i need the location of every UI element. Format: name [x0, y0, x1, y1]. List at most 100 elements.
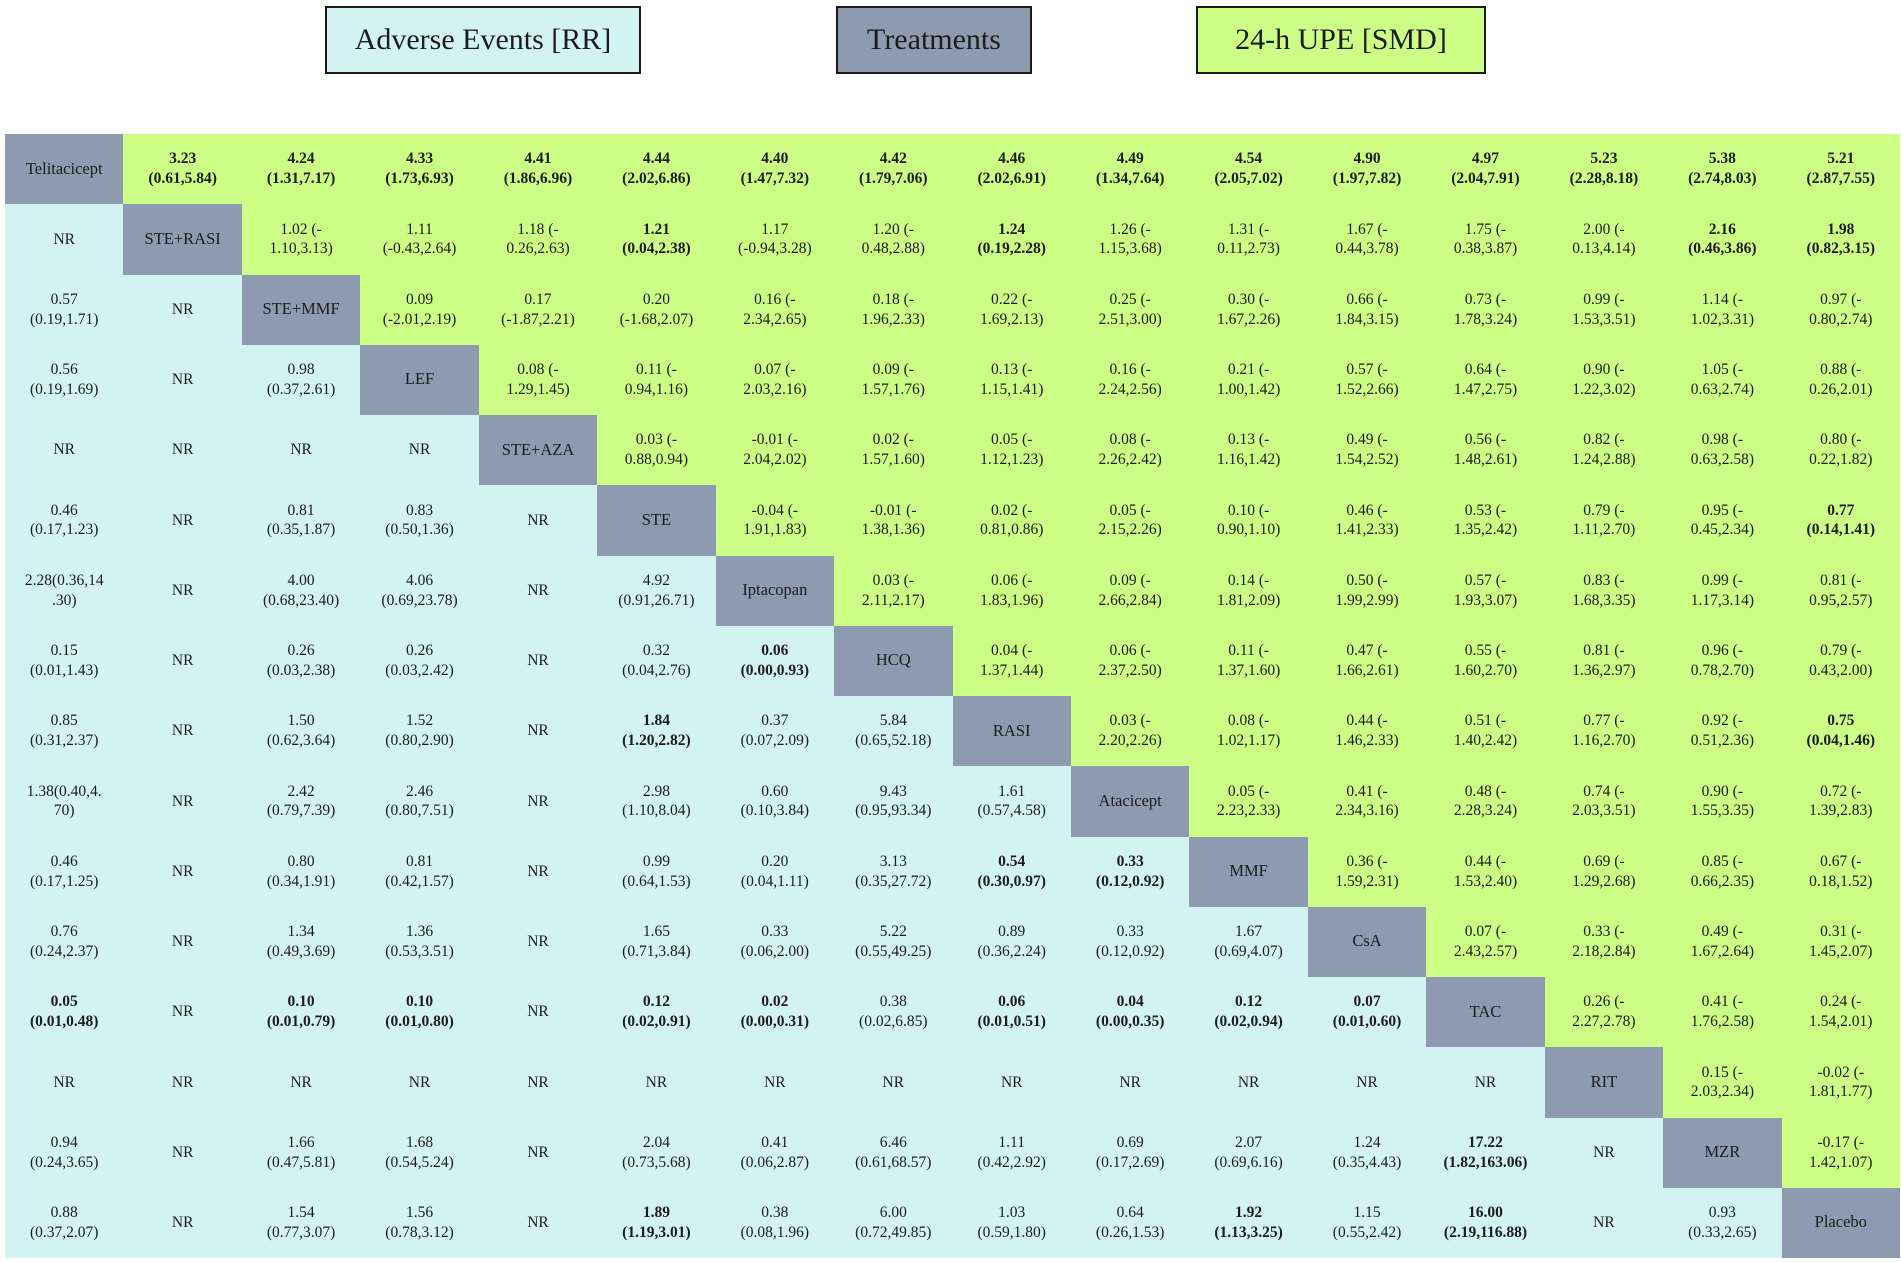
adverse-events-rr-cell: 0.46 (0.17,1.25) — [5, 836, 124, 907]
treatment-label: HCQ — [834, 625, 953, 696]
adverse-events-rr-cell: NR — [123, 1187, 242, 1258]
upe-smd-cell: 0.49 (- 1.67,2.64) — [1663, 906, 1782, 977]
upe-smd-cell: 0.41 (- 1.76,2.58) — [1663, 977, 1782, 1048]
upe-smd-cell: 0.98 (- 0.63,2.58) — [1663, 415, 1782, 486]
upe-smd-cell: 4.42 (1.79,7.06) — [834, 134, 953, 205]
upe-smd-cell: 0.53 (- 1.35,2.42) — [1426, 485, 1545, 556]
upe-smd-cell: 4.97 (2.04,7.91) — [1426, 134, 1545, 205]
upe-smd-cell: 1.17 (-0.94,3.28) — [715, 204, 835, 275]
treatment-label: RASI — [952, 696, 1071, 767]
treatment-label: CsA — [1307, 906, 1427, 977]
adverse-events-rr-cell: NR — [1307, 1047, 1427, 1118]
legend-upe: 24-h UPE [SMD] — [1196, 6, 1486, 74]
upe-smd-cell: 5.38 (2.74,8.03) — [1663, 134, 1782, 205]
adverse-events-rr-cell: 16.00 (2.19,116.88) — [1426, 1187, 1545, 1258]
adverse-events-rr-cell: 5.84 (0.65,52.18) — [834, 696, 953, 767]
upe-smd-cell: 0.74 (- 2.03,3.51) — [1544, 766, 1664, 837]
upe-smd-cell: 0.16 (- 2.34,2.65) — [715, 274, 835, 345]
upe-smd-cell: 1.20 (- 0.48,2.88) — [834, 204, 953, 275]
upe-smd-cell: 0.06 (- 1.83,1.96) — [952, 555, 1071, 626]
treatment-label: STE — [597, 485, 716, 556]
adverse-events-rr-cell: 0.46 (0.17,1.23) — [5, 485, 124, 556]
adverse-events-rr-cell: 0.85 (0.31,2.37) — [5, 696, 124, 767]
adverse-events-rr-cell: NR — [715, 1047, 835, 1118]
upe-smd-cell: 0.49 (- 1.54,2.52) — [1307, 415, 1427, 486]
treatment-label: STE+MMF — [241, 274, 361, 345]
adverse-events-rr-cell: 0.80 (0.34,1.91) — [241, 836, 361, 907]
upe-smd-cell: 0.79 (- 1.11,2.70) — [1544, 485, 1664, 556]
upe-smd-cell: 0.05 (- 1.12,1.23) — [952, 415, 1071, 486]
adverse-events-rr-cell: NR — [478, 1117, 598, 1188]
treatment-label: MZR — [1663, 1117, 1782, 1188]
adverse-events-rr-cell: 1.84 (1.20,2.82) — [597, 696, 716, 767]
adverse-events-rr-cell: NR — [123, 344, 242, 415]
upe-smd-cell: 0.25 (- 2.51,3.00) — [1070, 274, 1190, 345]
adverse-events-rr-cell: NR — [1189, 1047, 1308, 1118]
upe-smd-cell: 1.21 (0.04,2.38) — [597, 204, 716, 275]
adverse-events-rr-cell: NR — [1544, 1117, 1664, 1188]
upe-smd-cell: 0.21 (- 1.00,1.42) — [1189, 344, 1308, 415]
upe-smd-cell: 0.07 (- 2.03,2.16) — [715, 344, 835, 415]
upe-smd-cell: 1.14 (- 1.02,3.31) — [1663, 274, 1782, 345]
upe-smd-cell: 0.10 (- 0.90,1.10) — [1189, 485, 1308, 556]
adverse-events-rr-cell: NR — [478, 555, 598, 626]
adverse-events-rr-cell: 1.34 (0.49,3.69) — [241, 906, 361, 977]
upe-smd-cell: 0.44 (- 1.53,2.40) — [1426, 836, 1545, 907]
upe-smd-cell: 0.13 (- 1.15,1.41) — [952, 344, 1071, 415]
upe-smd-cell: 0.11 (- 1.37,1.60) — [1189, 625, 1308, 696]
upe-smd-cell: 0.03 (- 2.11,2.17) — [834, 555, 953, 626]
adverse-events-rr-cell: 0.38 (0.08,1.96) — [715, 1187, 835, 1258]
upe-smd-cell: 4.41 (1.86,6.96) — [478, 134, 598, 205]
upe-smd-cell: 0.05 (- 2.15,2.26) — [1070, 485, 1190, 556]
upe-smd-cell: 0.15 (- 2.03,2.34) — [1663, 1047, 1782, 1118]
upe-smd-cell: -0.17 (- 1.42,1.07) — [1781, 1117, 1900, 1188]
upe-smd-cell: 0.66 (- 1.84,3.15) — [1307, 274, 1427, 345]
upe-smd-cell: 1.02 (- 1.10,3.13) — [241, 204, 361, 275]
adverse-events-rr-cell: 0.12 (0.02,0.91) — [597, 977, 716, 1048]
upe-smd-cell: 0.85 (- 0.66,2.35) — [1663, 836, 1782, 907]
adverse-events-rr-cell: 17.22 (1.82,163.06) — [1426, 1117, 1545, 1188]
upe-smd-cell: 0.97 (- 0.80,2.74) — [1781, 274, 1900, 345]
adverse-events-rr-cell: 0.94 (0.24,3.65) — [5, 1117, 124, 1188]
adverse-events-rr-cell: 0.26 (0.03,2.42) — [360, 625, 479, 696]
upe-smd-cell: 1.18 (- 0.26,2.63) — [478, 204, 598, 275]
adverse-events-rr-cell: 1.56 (0.78,3.12) — [360, 1187, 479, 1258]
upe-smd-cell: 0.81 (- 0.95,2.57) — [1781, 555, 1900, 626]
adverse-events-rr-cell: 6.00 (0.72,49.85) — [834, 1187, 953, 1258]
upe-smd-cell: 0.31 (- 1.45,2.07) — [1781, 906, 1900, 977]
adverse-events-rr-cell: 2.07 (0.69,6.16) — [1189, 1117, 1308, 1188]
treatment-label: STE+RASI — [123, 204, 242, 275]
adverse-events-rr-cell: 9.43 (0.95,93.34) — [834, 766, 953, 837]
upe-smd-cell: 0.77 (0.14,1.41) — [1781, 485, 1900, 556]
legend-adverse-events: Adverse Events [RR] — [325, 6, 641, 74]
adverse-events-rr-cell: 1.38(0.40,4. 70) — [5, 766, 124, 837]
upe-smd-cell: 0.44 (- 1.46,2.33) — [1307, 696, 1427, 767]
treatment-label: RIT — [1544, 1047, 1664, 1118]
upe-smd-cell: 0.90 (- 1.55,3.35) — [1663, 766, 1782, 837]
adverse-events-rr-cell: 2.04 (0.73,5.68) — [597, 1117, 716, 1188]
adverse-events-rr-cell: 1.65 (0.71,3.84) — [597, 906, 716, 977]
adverse-events-rr-cell: 0.88 (0.37,2.07) — [5, 1187, 124, 1258]
upe-smd-cell: 0.24 (- 1.54,2.01) — [1781, 977, 1900, 1048]
adverse-events-rr-cell: 3.13 (0.35,27.72) — [834, 836, 953, 907]
adverse-events-rr-cell: NR — [478, 977, 598, 1048]
upe-smd-cell: 0.56 (- 1.48,2.61) — [1426, 415, 1545, 486]
upe-smd-cell: 5.21 (2.87,7.55) — [1781, 134, 1900, 205]
adverse-events-rr-cell: 0.26 (0.03,2.38) — [241, 625, 361, 696]
adverse-events-rr-cell: NR — [123, 485, 242, 556]
upe-smd-cell: 0.13 (- 1.16,1.42) — [1189, 415, 1308, 486]
upe-smd-cell: 0.88 (- 0.26,2.01) — [1781, 344, 1900, 415]
upe-smd-cell: 0.17 (-1.87,2.21) — [478, 274, 598, 345]
adverse-events-rr-cell: 0.81 (0.42,1.57) — [360, 836, 479, 907]
upe-smd-cell: 0.51 (- 1.40,2.42) — [1426, 696, 1545, 767]
adverse-events-rr-cell: 0.33 (0.06,2.00) — [715, 906, 835, 977]
adverse-events-rr-cell: 1.36 (0.53,3.51) — [360, 906, 479, 977]
adverse-events-rr-cell: 0.54 (0.30,0.97) — [952, 836, 1071, 907]
adverse-events-rr-cell: 1.54 (0.77,3.07) — [241, 1187, 361, 1258]
adverse-events-rr-cell: 2.28(0.36,14 .30) — [5, 555, 124, 626]
upe-smd-cell: 4.49 (1.34,7.64) — [1070, 134, 1190, 205]
adverse-events-rr-cell: 0.64 (0.26,1.53) — [1070, 1187, 1190, 1258]
upe-smd-cell: 0.82 (- 1.24,2.88) — [1544, 415, 1664, 486]
upe-smd-cell: 2.16 (0.46,3.86) — [1663, 204, 1782, 275]
adverse-events-rr-cell: 1.66 (0.47,5.81) — [241, 1117, 361, 1188]
